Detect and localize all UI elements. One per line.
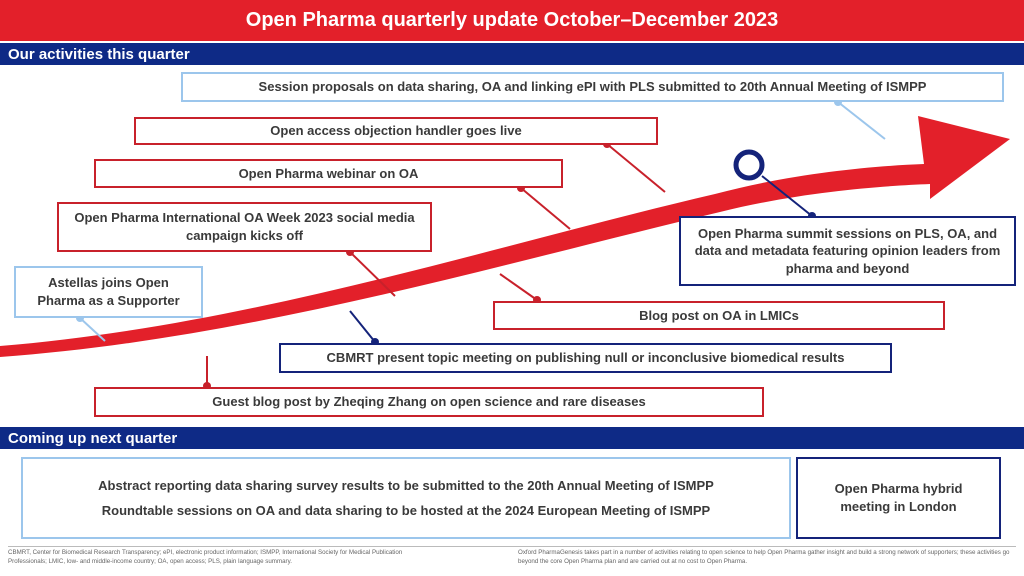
milestone-marker — [733, 149, 765, 181]
activity-box: Guest blog post by Zheqing Zhang on open… — [94, 387, 764, 417]
hybrid-meeting-box: Open Pharma hybrid meeting in London — [796, 457, 1001, 539]
footnote-abbreviations: CBMRT, Center for Biomedical Research Tr… — [8, 549, 403, 565]
activity-box: Open Pharma webinar on OA — [94, 159, 563, 188]
footer-divider — [8, 546, 1016, 547]
connector-line — [499, 273, 538, 301]
connector-line — [837, 101, 886, 140]
activity-box: Blog post on OA in LMICs — [493, 301, 945, 330]
page-title: Open Pharma quarterly update October–Dec… — [0, 0, 1024, 41]
next-quarter-list: Abstract reporting data sharing survey r… — [21, 457, 791, 539]
next-quarter-item: Roundtable sessions on OA and data shari… — [101, 503, 711, 518]
connector-line — [520, 187, 571, 230]
connector-line — [761, 175, 813, 217]
connector-line — [79, 317, 106, 342]
footnote-disclosure: Oxford PharmaGenesis takes part in a num… — [518, 549, 1010, 565]
activity-box: Open Pharma International OA Week 2023 s… — [57, 202, 432, 252]
timeline-graphic — [0, 98, 1010, 390]
activity-box: Open Pharma summit sessions on PLS, OA, … — [679, 216, 1016, 286]
next-quarter-item: Abstract reporting data sharing survey r… — [98, 478, 714, 493]
section-header-next: Coming up next quarter — [0, 427, 1024, 449]
connector-line — [606, 143, 666, 193]
activity-box: CBMRT present topic meeting on publishin… — [279, 343, 892, 373]
section-header-activities: Our activities this quarter — [0, 43, 1024, 65]
connector-line — [349, 310, 376, 343]
activity-box: Open access objection handler goes live — [134, 117, 658, 145]
activity-box: Session proposals on data sharing, OA an… — [181, 72, 1004, 102]
connector-line — [349, 251, 396, 297]
activity-box: Astellas joins Open Pharma as a Supporte… — [14, 266, 203, 318]
